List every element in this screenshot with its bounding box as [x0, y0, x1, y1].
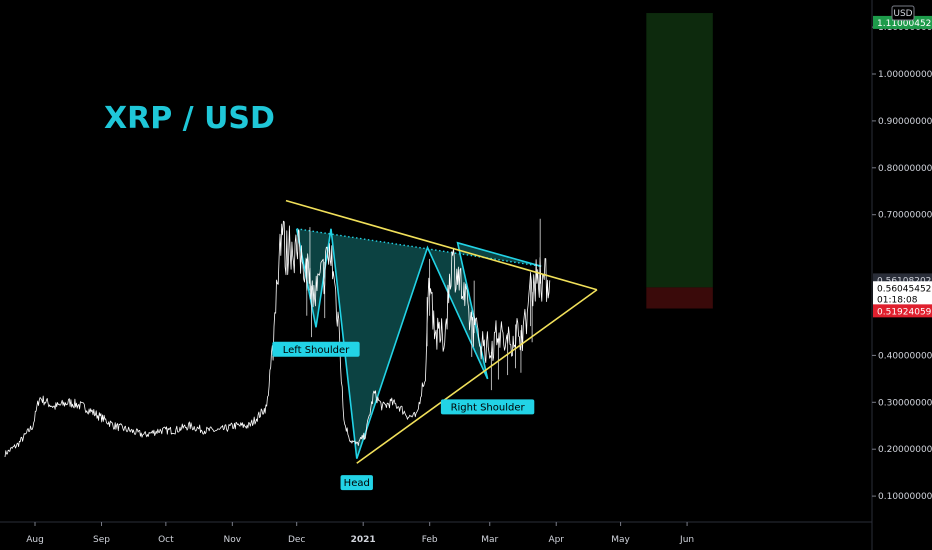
y-tick-label-1: 1.00000000	[878, 70, 932, 80]
triangle-upper-line	[285, 199, 598, 291]
pattern-outline	[295, 228, 542, 459]
y-tick-label-2: 0.90000000	[878, 117, 932, 127]
y-tick-label-7: 0.20000000	[878, 445, 932, 455]
x-tick-label-7: Mar	[481, 535, 498, 545]
y-tick-label-6: 0.30000000	[878, 398, 932, 408]
neckline	[296, 228, 542, 267]
y-tick-label-8: 0.10000000	[878, 492, 932, 502]
y-tick-label-5: 0.40000000	[878, 351, 932, 361]
x-tick-label-10: Jun	[679, 535, 694, 545]
x-tick-label-3: Nov	[224, 535, 242, 545]
y-tick-label-4: 0.70000000	[878, 211, 932, 221]
label-right-shoulder-box	[440, 399, 535, 415]
target-stop-zones	[646, 13, 713, 309]
currency-badge: USD	[893, 9, 912, 19]
price-tags: 1.110004520.561082020.5604545201:18:080.…	[873, 5, 932, 318]
target-zone	[646, 13, 713, 288]
pattern-layer	[295, 228, 542, 459]
target-price-tag: 1.11000452	[877, 19, 931, 29]
y-tick-label-3: 0.80000000	[878, 164, 932, 174]
label-left-shoulder: Left Shoulder	[283, 345, 350, 356]
pattern-fill	[296, 228, 542, 459]
x-tick-label-6: Feb	[422, 535, 438, 545]
chart-title: XRP / USD	[104, 101, 275, 136]
x-tick-label-8: Apr	[548, 535, 564, 545]
label-right-shoulder: Right Shoulder	[451, 402, 526, 413]
x-tick-label-1: Sep	[93, 535, 110, 545]
x-tick-label-0: Aug	[26, 535, 44, 545]
triangle-layer	[285, 199, 598, 464]
label-head: Head	[344, 478, 370, 489]
x-tick-label-5: 2021	[351, 535, 376, 545]
label-left-shoulder-box	[272, 341, 360, 357]
x-axis[interactable]: Aug Sep Oct Nov Dec 2021 Feb Mar Apr May Jun	[26, 522, 694, 545]
stop-zone	[646, 287, 713, 309]
target-price-tag-box	[873, 15, 932, 29]
current-price-tag-line-1: 01:18:08	[877, 295, 918, 305]
x-tick-label-2: Oct	[158, 535, 174, 545]
annotation-layer: Left Shoulder Head Right Shoulder	[272, 341, 535, 491]
stop-price-tag: 0.51924059	[877, 307, 932, 317]
label-head-box	[340, 475, 373, 491]
x-tick-label-9: May	[611, 535, 630, 545]
triangle-lower-line	[356, 289, 598, 464]
current-price-tag-box	[873, 281, 932, 306]
x-tick-label-4: Dec	[288, 535, 305, 545]
current-price-tag: 0.56045452	[877, 284, 931, 294]
price-line	[4, 220, 551, 458]
stop-price-tag-box	[873, 304, 932, 318]
currency-badge-box	[891, 5, 915, 21]
